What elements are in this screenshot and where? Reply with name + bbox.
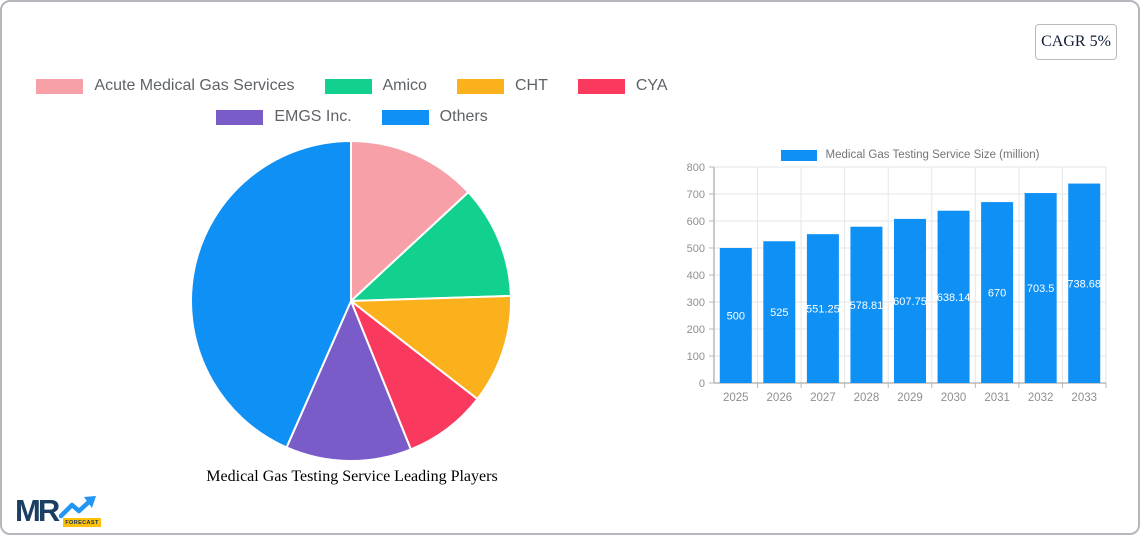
pie-chart	[190, 140, 512, 462]
pie-slice-acute-medical-gas-services	[350, 140, 470, 302]
legend-label: CYA	[635, 77, 668, 94]
legend-label: Amico	[382, 77, 427, 94]
bar-2032	[1024, 193, 1057, 383]
y-tick-label: 100	[687, 351, 705, 363]
bar-value-label: 500	[727, 311, 745, 323]
bar-chart: 0 100 200 300 400 500 600 700 800 500 2025 525 2026 5…	[687, 162, 1107, 404]
legend-item-cht: CHT	[456, 77, 548, 95]
legend-swatch	[324, 78, 372, 94]
bar-legend-label: Medical Gas Testing Service Size (millio…	[825, 149, 1040, 161]
bar-value-label: 578.81	[850, 300, 884, 312]
cagr-badge: CAGR 5%	[1035, 24, 1117, 60]
x-tick-label: 2033	[1071, 392, 1097, 404]
legend-row: EMGS Inc. Others	[2, 108, 702, 126]
bar-value-label: 607.75	[893, 296, 927, 308]
legend-item-others: Others	[381, 108, 488, 126]
y-tick-label: 600	[687, 216, 705, 228]
bar-2026	[763, 241, 796, 383]
bar-chart-legend: Medical Gas Testing Service Size (millio…	[662, 149, 1127, 161]
pie-slice-cht	[350, 294, 512, 401]
pie-slice-cya	[350, 300, 479, 451]
legend-row: Acute Medical Gas Services Amico CHT CYA	[2, 77, 702, 95]
x-tick-label: 2030	[941, 392, 967, 404]
bar-legend-swatch	[780, 149, 817, 161]
x-tick-label: 2025	[723, 392, 749, 404]
pie-legend: Acute Medical Gas Services Amico CHT CYA EMG…	[2, 77, 702, 126]
bar-2028	[850, 226, 883, 383]
legend-label: CHT	[514, 77, 548, 94]
bar-2025	[719, 248, 752, 383]
bar-value-label: 670	[988, 288, 1006, 300]
legend-swatch	[36, 78, 84, 94]
y-tick-label: 500	[687, 243, 705, 255]
legend-item-emgs-inc-: EMGS Inc.	[216, 108, 352, 126]
y-tick-label: 700	[687, 189, 705, 201]
bar-value-label: 638.14	[937, 292, 971, 304]
legend-item-amico: Amico	[324, 77, 427, 95]
brand-logo-text: MR	[15, 493, 60, 528]
bar-2033	[1068, 183, 1101, 383]
pie-slice-others	[190, 140, 352, 449]
bar-value-label: 551.25	[806, 304, 840, 316]
legend-label: EMGS Inc.	[274, 108, 352, 125]
y-tick-label: 300	[687, 297, 705, 309]
legend-item-acute-medical-gas-services: Acute Medical Gas Services	[36, 77, 295, 95]
y-tick-label: 400	[687, 270, 705, 282]
legend-swatch	[577, 78, 625, 94]
x-tick-label: 2028	[854, 392, 880, 404]
legend-label: Others	[439, 108, 488, 125]
pie-slice-emgs-inc-	[285, 300, 412, 462]
pie-chart-title: Medical Gas Testing Service Leading Play…	[206, 468, 498, 485]
y-tick-label: 0	[699, 378, 705, 390]
legend-label: Acute Medical Gas Services	[94, 77, 295, 94]
y-tick-label: 200	[687, 324, 705, 336]
bar-value-label: 525	[770, 307, 788, 319]
bar-chart-block: Medical Gas Testing Service Size (millio…	[662, 142, 1127, 417]
trend-arrow-icon	[59, 496, 96, 519]
bar-value-label: 703.5	[1027, 283, 1055, 295]
legend-item-cya: CYA	[577, 77, 668, 95]
legend-swatch	[456, 78, 504, 94]
x-tick-label: 2027	[810, 392, 836, 404]
bar-2027	[806, 234, 839, 383]
x-tick-label: 2029	[897, 392, 923, 404]
y-tick-label: 800	[687, 162, 705, 174]
x-tick-label: 2031	[984, 392, 1010, 404]
brand-logo: MR FORECAST	[15, 493, 101, 530]
legend-swatch	[216, 109, 264, 125]
pie-slice-amico	[350, 191, 512, 302]
x-tick-label: 2026	[767, 392, 793, 404]
bar-2031	[981, 202, 1014, 383]
bar-2029	[894, 218, 926, 383]
legend-swatch	[381, 109, 429, 125]
bar-2030	[937, 210, 970, 383]
bar-value-label: 738.68	[1067, 278, 1101, 290]
brand-logo-forecast-badge: FORECAST	[63, 518, 101, 527]
x-tick-label: 2032	[1028, 392, 1054, 404]
